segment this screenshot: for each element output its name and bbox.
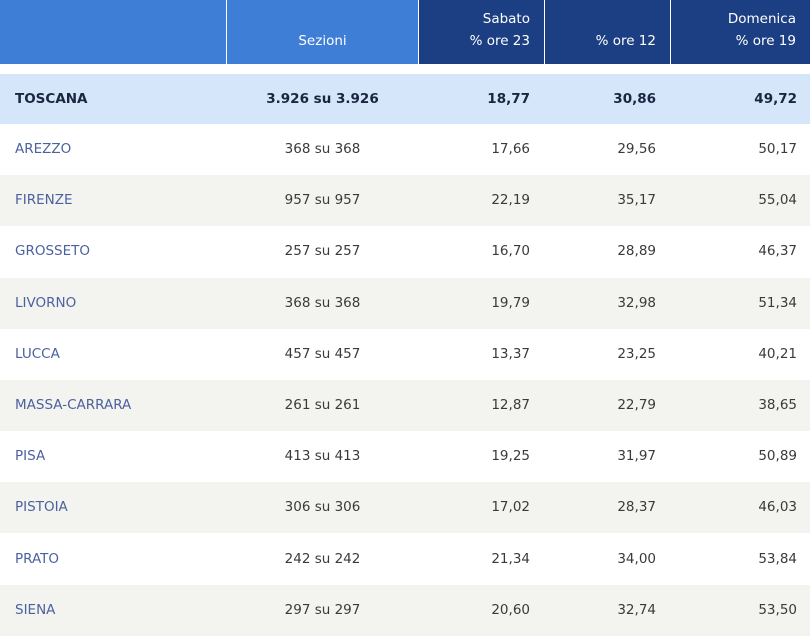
row-value: 306 su 306 [284, 499, 361, 516]
row-value: 17,66 [491, 141, 530, 157]
row-name: PRATO [15, 550, 60, 567]
row-value: 12,87 [491, 397, 530, 413]
table-row: PISTOIA 306 su 306 17,02 28,37 46,03 [0, 482, 810, 534]
table-row: AREZZO 368 su 368 17,66 29,56 50,17 [0, 124, 810, 175]
row-value: 46,03 [758, 499, 797, 516]
row-value: 297 su 297 [284, 601, 361, 618]
table-row: GROSSETO 257 su 257 16,70 28,89 46,37 [0, 226, 810, 278]
row-value: 35,17 [617, 192, 656, 209]
row-value: 257 su 257 [284, 243, 361, 260]
row-value: 20,60 [491, 601, 530, 618]
table-row: MASSA-CARRARA 261 su 261 12,87 22,79 38,65 [0, 380, 810, 431]
row-value: 46,37 [758, 243, 797, 260]
row-value: 31,97 [617, 448, 656, 465]
row-value: 34,00 [617, 550, 656, 567]
row-name: FIRENZE [15, 192, 73, 209]
header-text: % ore 23 [469, 33, 530, 49]
row-value: 23,25 [617, 345, 656, 362]
header-cell: Sabato % ore 23 [419, 0, 544, 64]
row-value: 13,37 [491, 345, 530, 362]
row-value: 50,89 [758, 448, 797, 465]
table-row: FIRENZE 957 su 957 22,19 35,17 55,04 [0, 175, 810, 227]
header-blank [0, 0, 226, 64]
row-value: 53,84 [758, 550, 797, 567]
row-value: 53,50 [758, 601, 797, 618]
table-row: PISA 413 su 413 19,25 31,97 50,89 [0, 431, 810, 483]
row-name: MASSA-CARRARA [15, 397, 132, 413]
row-value: 19,25 [491, 448, 530, 465]
row-value: 40,21 [758, 345, 797, 362]
header-cell: Sezioni [227, 0, 418, 64]
row-value: 368 su 368 [284, 294, 361, 311]
row-value: 28,89 [617, 243, 656, 260]
row-value: 55,04 [758, 192, 797, 209]
row-value: 18,77 [487, 91, 530, 107]
row-name: GROSSETO [15, 243, 91, 260]
row-name: SIENA [15, 601, 56, 618]
row-value: 32,98 [617, 294, 656, 311]
table-row: LUCCA 457 su 457 13,37 23,25 40,21 [0, 328, 810, 380]
row-name: TOSCANA [15, 91, 88, 107]
row-value: 17,02 [491, 499, 530, 516]
row-value: 261 su 261 [284, 397, 361, 413]
header-text: % ore 19 [735, 33, 796, 49]
row-value: 22,79 [617, 397, 656, 413]
header-text: Sabato [482, 11, 530, 27]
row-value: 51,34 [758, 294, 797, 311]
row-value: 3.926 su 3.926 [266, 91, 379, 107]
row-value: 38,65 [758, 397, 797, 413]
row-value: 49,72 [754, 91, 797, 107]
row-value: 50,17 [758, 141, 797, 157]
row-value: 457 su 457 [284, 345, 361, 362]
table-row: PRATO 242 su 242 21,34 34,00 53,84 [0, 533, 810, 585]
row-name: LIVORNO [15, 294, 77, 311]
row-value: 21,34 [491, 550, 530, 567]
row-value: 22,19 [491, 192, 530, 209]
table-row: SIENA 297 su 297 20,60 32,74 53,50 [0, 584, 810, 636]
row-value: 368 su 368 [284, 141, 361, 157]
row-value: 28,37 [617, 499, 656, 516]
row-value: 19,79 [491, 294, 530, 311]
header-text: Sezioni [298, 33, 347, 49]
row-value: 32,74 [617, 601, 656, 618]
header-text: Domenica [727, 11, 796, 27]
header-cell: Domenica % ore 19 [671, 0, 810, 64]
header-cell: % ore 12 [545, 0, 670, 64]
table-row: LIVORNO 368 su 368 19,79 32,98 51,34 [0, 277, 810, 329]
header-text: % ore 12 [595, 33, 656, 49]
row-value: 30,86 [613, 91, 656, 107]
row-value: 29,56 [617, 141, 656, 157]
total-row: TOSCANA 3.926 su 3.926 18,77 30,86 49,72 [0, 74, 810, 125]
row-value: 957 su 957 [284, 192, 361, 209]
row-name: PISTOIA [15, 499, 68, 516]
row-name: PISA [15, 448, 46, 465]
row-value: 242 su 242 [284, 550, 361, 567]
row-name: AREZZO [15, 141, 72, 157]
row-name: LUCCA [15, 345, 60, 362]
row-value: 16,70 [491, 243, 530, 260]
row-value: 413 su 413 [284, 448, 361, 465]
